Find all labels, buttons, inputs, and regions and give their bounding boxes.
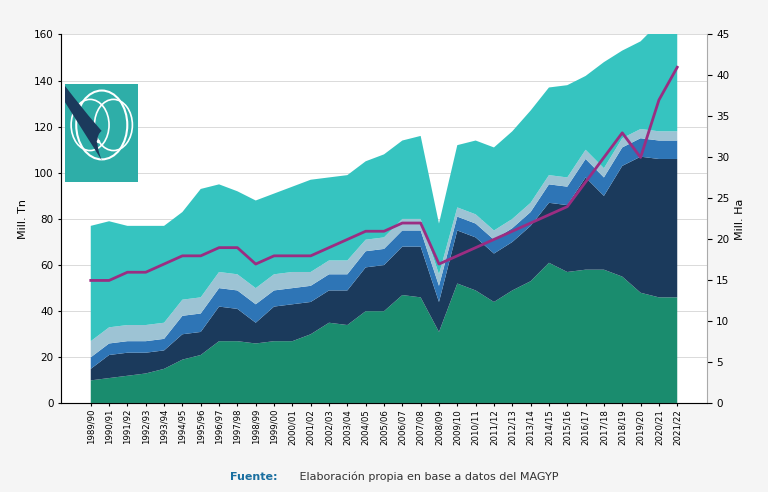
FancyBboxPatch shape [63, 81, 141, 185]
Y-axis label: Mill. Tn: Mill. Tn [18, 199, 28, 239]
PathPatch shape [98, 131, 106, 160]
Y-axis label: Mill. Ha: Mill. Ha [735, 198, 745, 240]
Text: Fuente:: Fuente: [230, 472, 278, 482]
Text: Elaboración propia en base a datos del MAGYP: Elaboración propia en base a datos del M… [296, 471, 558, 482]
